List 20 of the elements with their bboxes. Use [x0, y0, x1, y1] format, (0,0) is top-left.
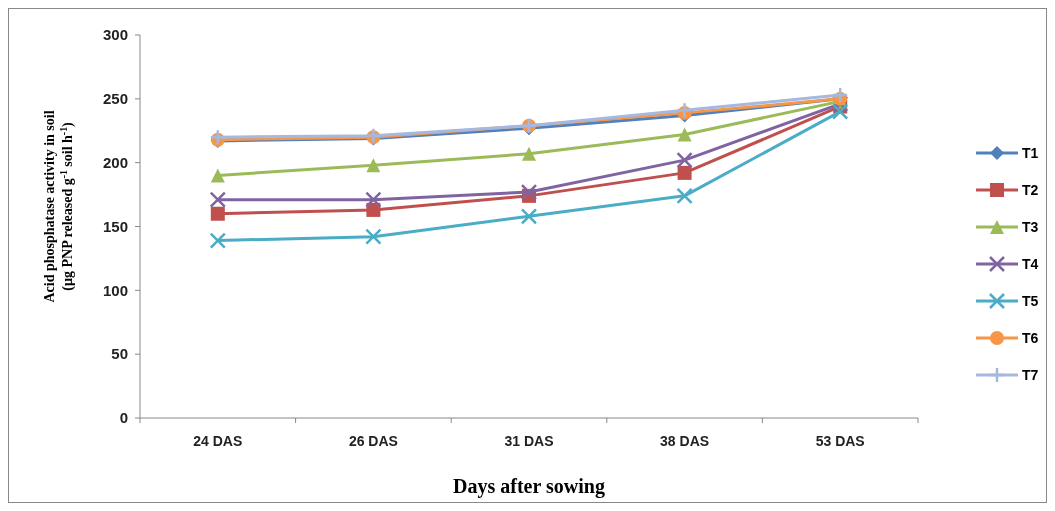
legend-label: T3 [1022, 218, 1039, 235]
x-tick-label: 31 DAS [504, 433, 554, 449]
x-tick-label: 24 DAS [193, 433, 243, 449]
legend-label: T1 [1022, 144, 1039, 161]
y-tick-label: 200 [102, 153, 128, 171]
x-axis-title: Days after sowing [453, 475, 605, 498]
legend-label: T7 [1022, 366, 1039, 383]
x-tick-label: 26 DAS [348, 433, 398, 449]
x-tick-label: 38 DAS [660, 433, 710, 449]
legend-label: T5 [1022, 292, 1039, 309]
y-tick-label: 50 [111, 345, 128, 363]
legend-label: T2 [1022, 181, 1039, 198]
y-tick-label: 100 [102, 281, 128, 299]
y-tick-label: 250 [102, 90, 128, 108]
y-tick-label: 150 [102, 217, 128, 235]
legend-label: T6 [1022, 329, 1039, 346]
x-tick-label: 53 DAS [815, 433, 865, 449]
y-tick-label: 0 [119, 409, 128, 427]
y-tick-label: 300 [102, 26, 128, 44]
legend-label: T4 [1022, 255, 1039, 272]
